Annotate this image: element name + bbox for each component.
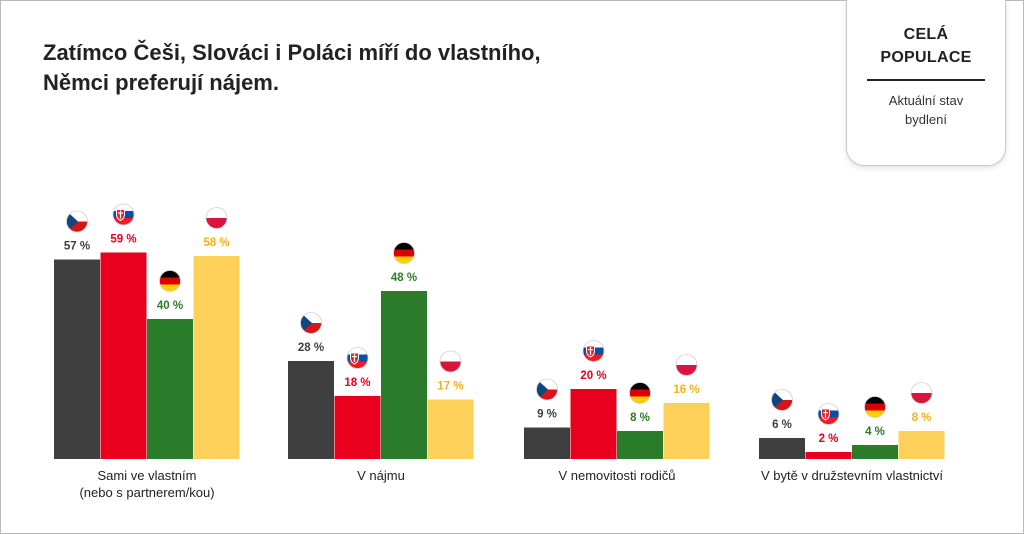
data-label: 16 % xyxy=(673,384,699,396)
slovak-flag-icon xyxy=(817,403,840,425)
data-label: 9 % xyxy=(537,409,557,421)
german-flag-icon xyxy=(159,270,181,292)
data-label: 59 % xyxy=(110,234,136,246)
badge-title-line-1: CELÁ xyxy=(903,26,949,43)
data-label: 17 % xyxy=(437,381,463,393)
bar xyxy=(334,396,381,459)
slovak-flag-icon xyxy=(346,347,369,369)
data-label: 8 % xyxy=(912,412,932,424)
polish-flag-icon xyxy=(910,382,933,404)
chart-title-line-1: Zatímco Češi, Slováci i Poláci míří do v… xyxy=(43,40,541,65)
data-label: 6 % xyxy=(772,419,792,431)
data-label: 20 % xyxy=(580,370,606,382)
german-flag-icon xyxy=(629,382,651,404)
bar-group: 9 % 20 % 8 % 16 % V nemovitosti rodičů xyxy=(524,340,710,483)
bar xyxy=(617,431,663,459)
data-label: 48 % xyxy=(391,272,417,284)
polish-flag-icon xyxy=(439,350,462,373)
bar xyxy=(805,452,852,459)
polish-flag-icon xyxy=(205,207,228,229)
bar xyxy=(663,403,710,459)
bar-group: 28 % 18 % 48 % 17 % V nájmu xyxy=(288,242,474,483)
czech-flag-icon xyxy=(771,389,793,411)
bar xyxy=(288,361,334,459)
chart-title-line-2: Němci preferují nájem. xyxy=(43,70,279,95)
data-label: 57 % xyxy=(64,241,90,253)
data-label: 40 % xyxy=(157,300,183,312)
bar xyxy=(381,291,427,459)
bar xyxy=(570,389,617,459)
data-label: 4 % xyxy=(865,426,885,438)
bar xyxy=(852,445,898,459)
data-label: 28 % xyxy=(298,342,324,354)
bar xyxy=(759,438,805,459)
bar xyxy=(100,252,147,459)
bar-group: 6 % 2 % 4 % 8 % V bytě v družstevním vlastni… xyxy=(759,382,945,483)
german-flag-icon xyxy=(864,396,886,418)
data-label: 58 % xyxy=(203,237,229,249)
bar xyxy=(524,427,570,459)
data-label: 8 % xyxy=(630,412,650,424)
badge-divider xyxy=(867,79,985,81)
bar xyxy=(193,256,240,459)
category-label: Sami ve vlastním (nebo s partnerem/kou) xyxy=(79,468,214,500)
bar xyxy=(147,319,193,459)
chart-title: Zatímco Češi, Slováci i Poláci míří do v… xyxy=(43,38,663,98)
czech-flag-icon xyxy=(66,210,88,233)
population-badge: CELÁ POPULACE Aktuální stav bydlení xyxy=(846,0,1006,166)
data-label: 18 % xyxy=(344,377,370,389)
bar xyxy=(54,259,100,459)
bar-group: 57 % 59 % 40 % 58 % Sami ve vlastním (nebo s … xyxy=(54,203,240,500)
badge-subtitle-line-1: Aktuální stav xyxy=(888,93,964,108)
czech-flag-icon xyxy=(300,312,322,334)
badge-subtitle: Aktuální stav bydlení xyxy=(847,91,1005,129)
polish-flag-icon xyxy=(675,354,698,376)
slovak-flag-icon xyxy=(112,203,135,226)
category-label: V nemovitosti rodičů xyxy=(558,468,675,483)
bar xyxy=(898,431,945,459)
badge-subtitle-line-2: bydlení xyxy=(905,112,947,127)
data-label: 2 % xyxy=(819,433,839,445)
badge-title: CELÁ POPULACE xyxy=(847,23,1005,69)
german-flag-icon xyxy=(393,242,415,264)
bar xyxy=(427,399,474,459)
category-label: V bytě v družstevním vlastnictví xyxy=(761,468,943,483)
slovak-flag-icon xyxy=(582,340,605,362)
badge-title-line-2: POPULACE xyxy=(880,49,972,66)
czech-flag-icon xyxy=(536,378,558,401)
category-label: V nájmu xyxy=(357,468,405,483)
